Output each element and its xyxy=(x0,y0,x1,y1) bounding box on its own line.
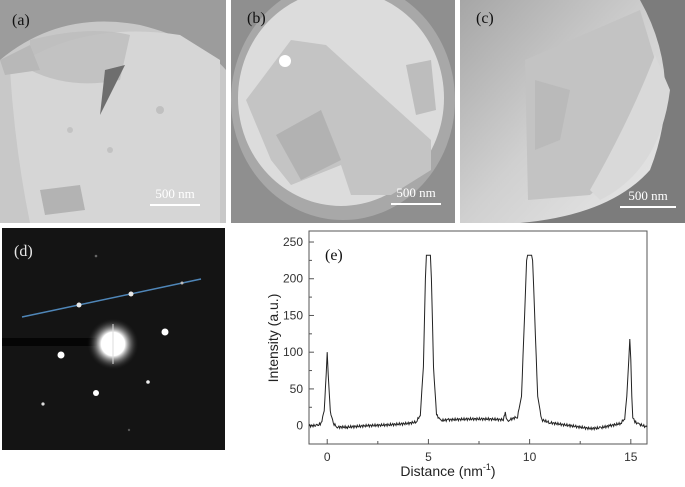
y-tick-label: 50 xyxy=(290,382,304,396)
scale-bar-label-b: 500 nm xyxy=(396,185,436,200)
y-tick-label: 150 xyxy=(283,308,303,322)
y-axis: 0 50 100 150 200 250 xyxy=(283,235,314,433)
tem-micrograph-a xyxy=(0,0,226,223)
panel-label-d: (d) xyxy=(14,243,33,260)
intensity-line xyxy=(308,254,648,432)
x-tick-label: 10 xyxy=(523,450,537,464)
tem-micrograph-c xyxy=(460,0,685,223)
scale-bar-a: 500 nm xyxy=(150,186,200,206)
panel-label-b: (b) xyxy=(247,10,266,27)
panel-label-e: (e) xyxy=(325,247,343,264)
panel-label-c: (c) xyxy=(476,10,494,27)
y-tick-label: 0 xyxy=(296,419,303,433)
tem-image-b: (b) 500 nm xyxy=(231,0,455,223)
scale-bar-c: 500 nm xyxy=(620,188,676,208)
x-tick-label: 15 xyxy=(624,450,638,464)
panel-label-a: (a) xyxy=(12,12,30,29)
y-axis-title: Intensity (a.u.) xyxy=(265,294,281,383)
x-tick-label: 5 xyxy=(425,450,432,464)
x-tick-label: 0 xyxy=(324,450,331,464)
scale-bar-b: 500 nm xyxy=(391,185,441,205)
plot-frame xyxy=(308,230,648,445)
y-tick-label: 100 xyxy=(283,345,303,359)
scale-bar-label-a: 500 nm xyxy=(155,186,195,201)
x-axis: 0 5 10 15 xyxy=(324,439,638,464)
scale-bar-label-c: 500 nm xyxy=(628,188,668,203)
tem-micrograph-b xyxy=(231,0,455,223)
scale-bar-line-a xyxy=(150,204,200,206)
diffraction-image-d xyxy=(2,228,225,450)
intensity-profile-chart: 0 50 100 150 200 250 0 5 10 15 (e) Intensity (a.… xyxy=(230,228,685,482)
x-axis-title: Distance (nm-1) xyxy=(400,462,495,479)
scale-bar-line-c xyxy=(620,206,676,208)
tem-image-c: (c) 500 nm xyxy=(460,0,685,223)
saed-pattern-d: (d) xyxy=(2,228,225,450)
tem-image-a: (a) 500 nm xyxy=(0,0,226,223)
scale-bar-line-b xyxy=(391,203,441,205)
y-tick-label: 200 xyxy=(283,272,303,286)
chart-canvas: 0 50 100 150 200 250 0 5 10 15 (e) Intensity (a.… xyxy=(265,230,648,479)
y-tick-label: 250 xyxy=(283,235,303,249)
